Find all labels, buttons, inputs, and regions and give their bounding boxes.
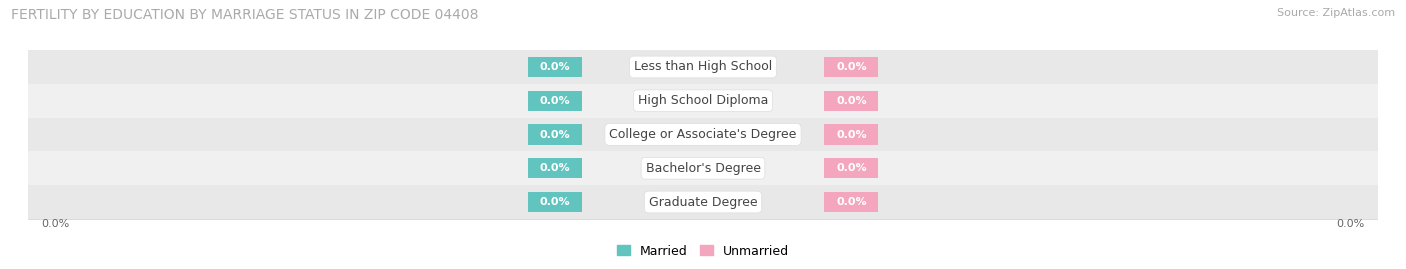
Bar: [824, 57, 879, 77]
Text: 0.0%: 0.0%: [837, 62, 866, 72]
Text: Graduate Degree: Graduate Degree: [648, 196, 758, 208]
Bar: [824, 158, 879, 178]
Bar: [527, 192, 582, 212]
Bar: [527, 158, 582, 178]
Text: 0.0%: 0.0%: [540, 62, 569, 72]
Text: 0.0%: 0.0%: [540, 163, 569, 173]
Text: 0.0%: 0.0%: [540, 197, 569, 207]
Bar: [28, 84, 1378, 118]
Bar: [28, 151, 1378, 185]
Text: 0.0%: 0.0%: [540, 96, 569, 106]
Text: 0.0%: 0.0%: [837, 197, 866, 207]
Text: 0.0%: 0.0%: [42, 219, 70, 229]
Text: Bachelor's Degree: Bachelor's Degree: [645, 162, 761, 175]
Text: FERTILITY BY EDUCATION BY MARRIAGE STATUS IN ZIP CODE 04408: FERTILITY BY EDUCATION BY MARRIAGE STATU…: [11, 8, 479, 22]
Text: 0.0%: 0.0%: [837, 163, 866, 173]
Text: 0.0%: 0.0%: [837, 129, 866, 140]
Text: High School Diploma: High School Diploma: [638, 94, 768, 107]
Text: 0.0%: 0.0%: [1336, 219, 1364, 229]
Text: 0.0%: 0.0%: [837, 96, 866, 106]
Bar: [28, 185, 1378, 219]
Bar: [824, 91, 879, 111]
Bar: [824, 124, 879, 145]
Text: Less than High School: Less than High School: [634, 61, 772, 73]
Bar: [28, 50, 1378, 84]
Bar: [527, 91, 582, 111]
Bar: [527, 57, 582, 77]
Text: College or Associate's Degree: College or Associate's Degree: [609, 128, 797, 141]
Legend: Married, Unmarried: Married, Unmarried: [612, 239, 794, 263]
Text: 0.0%: 0.0%: [540, 129, 569, 140]
Bar: [527, 124, 582, 145]
Bar: [824, 192, 879, 212]
Bar: [28, 118, 1378, 151]
Text: Source: ZipAtlas.com: Source: ZipAtlas.com: [1277, 8, 1395, 18]
